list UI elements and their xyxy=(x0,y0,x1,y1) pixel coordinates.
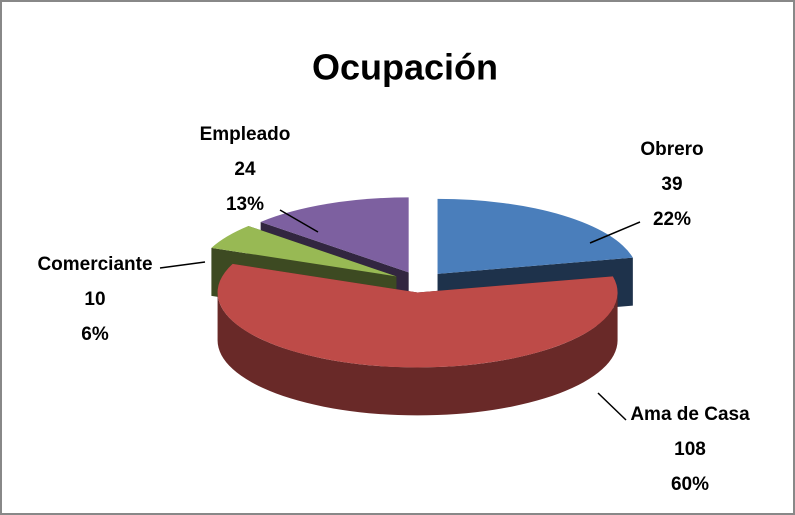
slice-wall xyxy=(217,292,618,416)
label-name: Empleado xyxy=(200,124,291,145)
leader-line xyxy=(159,261,206,269)
label-value: 10 xyxy=(84,289,105,310)
label-name: Comerciante xyxy=(37,254,152,275)
slice-top xyxy=(260,197,409,273)
slice-top xyxy=(217,263,618,368)
slice-top xyxy=(211,225,397,277)
label-value: 108 xyxy=(674,439,706,460)
labels: Obrero 39 22% Ama de Casa 108 60% Comerciante 1… xyxy=(37,124,750,495)
leader-line xyxy=(279,209,319,233)
leader-line xyxy=(597,392,627,421)
label-percent: 60% xyxy=(671,474,709,495)
label-value: 39 xyxy=(661,174,682,195)
label-name: Ama de Casa xyxy=(630,404,750,425)
label-value: 24 xyxy=(234,159,256,180)
label-percent: 22% xyxy=(653,209,691,230)
slice xyxy=(217,263,618,416)
label-percent: 6% xyxy=(81,324,109,345)
label-percent: 13% xyxy=(226,194,264,215)
slice-top xyxy=(437,198,633,274)
pie xyxy=(211,197,633,416)
label-name: Obrero xyxy=(640,139,703,160)
chart-title: Ocupación xyxy=(312,47,498,88)
leader-line xyxy=(589,221,641,244)
